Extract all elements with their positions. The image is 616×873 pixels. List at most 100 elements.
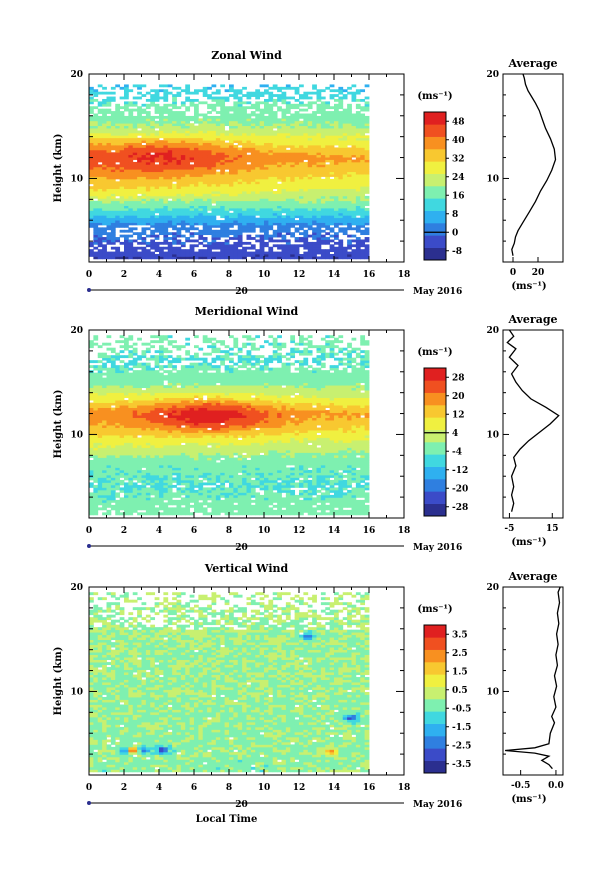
heatmap-cell [141,186,147,190]
heatmap-cell [145,512,151,516]
heatmap-cell [97,212,103,216]
heatmap-cell [316,224,322,228]
heatmap-cell [97,472,103,476]
heatmap-cell [102,512,107,516]
heatmap-cell [159,181,164,185]
heatmap-cell [342,246,348,250]
heatmap-cell [106,462,112,466]
heatmap-cell [264,137,269,141]
heatmap-cell [277,191,282,194]
heatmap-cell [172,154,177,158]
heatmap-cell [167,152,173,156]
heatmap-cell [145,222,151,226]
heatmap-cell [97,147,103,151]
heatmap-cell [351,239,357,243]
heatmap-cell [119,254,125,257]
heatmap-cell [137,479,142,483]
heatmap-cell [312,123,317,127]
heatmap-cell [320,198,326,202]
heatmap-cell [124,484,129,488]
heatmap-cell [272,84,278,88]
heatmap-cell [128,210,134,214]
heatmap-cell [102,249,107,252]
heatmap-cell [215,154,221,158]
heatmap-cell [307,188,313,192]
heatmap-cell [303,237,309,240]
heatmap-cell [246,207,252,211]
heatmap-cell [163,232,169,236]
heatmap-cell [268,181,274,185]
heatmap-cell [211,212,217,216]
heatmap-cell [128,467,134,471]
heatmap-cell [115,157,121,160]
heatmap-cell [325,120,331,124]
heatmap-cell [145,181,151,185]
heatmap-cell [202,232,208,236]
heatmap-cell [360,149,366,153]
heatmap-cell [119,205,125,209]
heatmap-cell [259,164,265,168]
heatmap-cell [89,159,94,163]
heatmap-cell [220,120,226,124]
heatmap-cell [246,220,252,223]
heatmap-cell [303,244,309,248]
heatmap-cell [312,176,317,180]
heatmap-cell [141,135,147,139]
heatmap-cell [299,191,304,194]
heatmap-cell [299,164,304,168]
heatmap-cell [110,157,116,160]
heatmap-cell [132,380,138,384]
heatmap-cell [202,115,208,119]
heatmap-cell [106,385,112,389]
heatmap-cell [268,152,274,156]
heatmap-cell [124,91,129,95]
heatmap-cell [180,251,186,255]
heatmap-cell [89,442,94,446]
heatmap-cell [137,137,142,141]
heatmap-cell [93,227,99,231]
heatmap-cell [290,186,296,190]
heatmap-cell [233,198,239,202]
heatmap-cell [360,147,366,151]
heatmap-cell [137,412,142,416]
heatmap-cell [97,360,103,364]
heatmap-cell [141,352,147,356]
heatmap-cell [242,241,247,245]
heatmap-cell [163,191,169,194]
heatmap-cell [115,145,121,148]
heatmap-cell [237,91,243,95]
heatmap-cell [329,191,335,194]
heatmap-cell [172,207,177,211]
heatmap-cell [176,140,182,143]
heatmap-cell [119,111,125,114]
heatmap-cell [347,118,352,122]
heatmap-cell [338,164,344,168]
heatmap-cell [137,375,142,379]
heatmap-cell [176,176,182,180]
heatmap-cell [110,412,116,416]
heatmap-cell [102,494,107,498]
heatmap-cell [194,220,199,223]
heatmap-cell [189,157,195,160]
heatmap-cell [320,103,326,107]
panel-title: Meridional Wind [195,305,299,318]
heatmap-cell [145,342,151,346]
heatmap-cell [215,195,221,199]
heatmap-cell [180,203,186,206]
heatmap-cell [307,181,313,185]
heatmap-cell [285,132,291,136]
heatmap-cell [154,166,160,170]
heatmap-cell [132,145,138,148]
heatmap-cell [198,101,204,105]
heatmap-cell [211,186,217,190]
heatmap-cell [237,229,243,233]
heatmap-cell [110,220,116,223]
heatmap-cell [185,108,191,112]
heatmap-cell [194,145,199,148]
heatmap-cell [145,215,151,219]
heatmap-cell [115,450,121,453]
heatmap-cell [89,115,94,119]
heatmap-cell [102,342,107,346]
heatmap-cell [237,164,243,168]
heatmap-cell [272,157,278,160]
